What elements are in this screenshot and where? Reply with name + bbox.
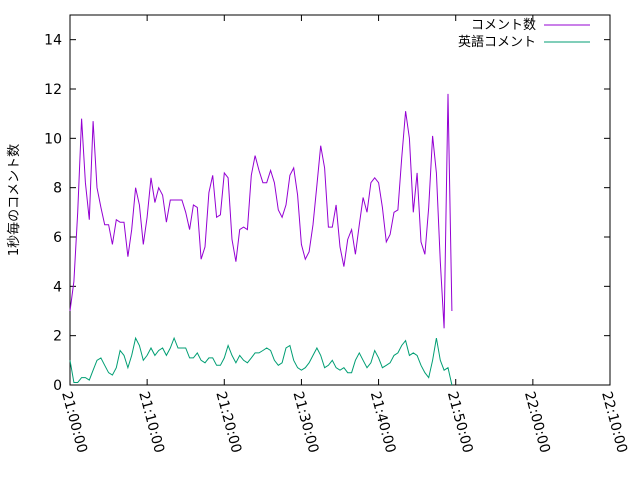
y-tick-label: 10	[44, 131, 62, 147]
y-axis-label: 1秒毎のコメント数	[6, 144, 22, 256]
x-tick-label: 21:10:00	[135, 390, 167, 455]
y-tick-label: 12	[44, 82, 62, 98]
series-line-comments	[69, 93, 453, 329]
x-tick-label: 21:50:00	[444, 390, 476, 455]
y-tick-label: 8	[53, 181, 62, 197]
x-tick-label: 21:30:00	[290, 390, 322, 455]
legend: コメント数 英語コメント	[458, 18, 590, 50]
x-tick-label: 22:00:00	[521, 390, 553, 455]
x-tick-label: 22:10:00	[598, 390, 630, 455]
x-axis-ticks: 21:00:00 21:10:00 21:20:00 21:30:00 21:40:00…	[58, 15, 630, 455]
plot-frame	[69, 14, 611, 386]
legend-label-comments: コメント数	[471, 18, 536, 33]
y-tick-label: 0	[53, 378, 62, 394]
y-tick-label: 4	[53, 279, 62, 295]
series-line-english-comments	[69, 336, 453, 386]
x-tick-label: 21:00:00	[58, 390, 90, 455]
y-axis-ticks: 0 2 4 6 8 10 12 14	[44, 33, 610, 394]
x-tick-label: 21:20:00	[212, 390, 244, 455]
series-lines	[69, 93, 453, 386]
legend-label-english-comments: 英語コメント	[458, 34, 536, 50]
x-tick-label: 21:40:00	[367, 390, 399, 455]
y-tick-label: 2	[53, 329, 62, 345]
y-tick-label: 6	[53, 230, 62, 246]
y-tick-label: 14	[44, 33, 62, 49]
